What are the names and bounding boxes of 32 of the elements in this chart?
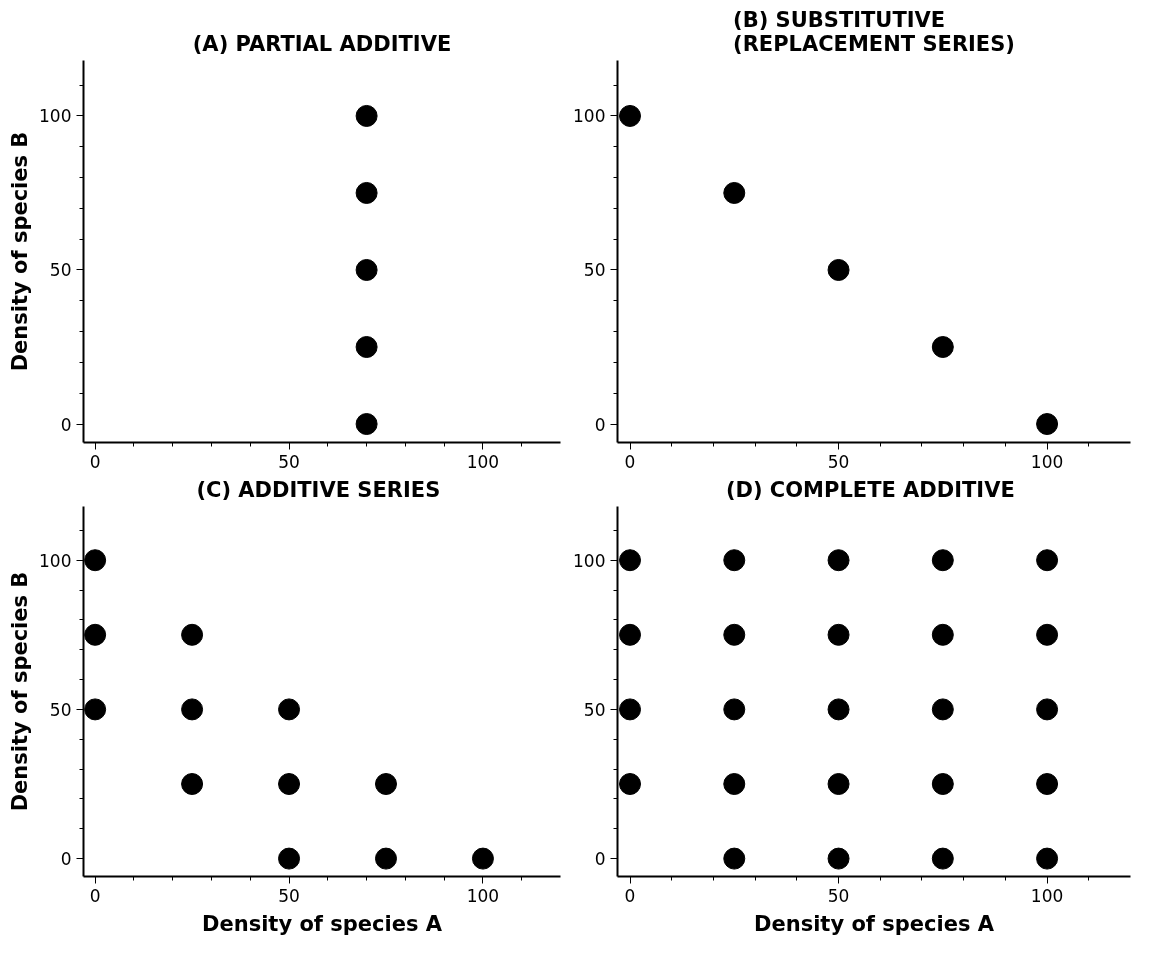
x-tick-label: 100 (1030, 451, 1064, 472)
x-tick-label: 0 (624, 451, 636, 472)
y-tick-label: 50 (583, 260, 606, 281)
y-tick-label: 100 (39, 550, 72, 571)
x-axis-title: Density of species A (754, 911, 995, 936)
chart-title: (A) PARTIAL ADDITIVE (192, 31, 452, 56)
x-tick-label: 100 (466, 451, 500, 472)
y-tick-label: 50 (49, 260, 72, 281)
y-tick-label: 0 (60, 414, 72, 435)
y-tick-label: 0 (594, 414, 606, 435)
x-tick-label: 100 (1030, 885, 1064, 906)
x-tick-label: 0 (89, 451, 101, 472)
y-tick-label: 0 (60, 849, 72, 870)
y-tick-label: 50 (49, 699, 72, 720)
x-tick-label: 50 (827, 451, 850, 472)
y-axis-title: Density of species B (7, 131, 32, 372)
y-tick-label: 100 (39, 106, 72, 127)
x-tick-label: 50 (278, 885, 300, 906)
chart-title: (B) SUBSTITUTIVE (REPLACEMENT SERIES) (733, 7, 1015, 56)
y-tick-label: 100 (573, 550, 606, 571)
x-tick-label: 50 (278, 451, 300, 472)
x-axis-title: Density of species A (202, 911, 443, 936)
chart-title: (C) ADDITIVE SERIES (196, 477, 441, 502)
y-tick-label: 50 (583, 699, 606, 720)
y-tick-label: 100 (573, 106, 606, 127)
x-tick-label: 0 (624, 885, 636, 906)
x-tick-label: 0 (89, 885, 101, 906)
x-tick-label: 100 (466, 885, 500, 906)
chart-title: (D) COMPLETE ADDITIVE (725, 477, 1015, 502)
y-tick-label: 0 (594, 849, 606, 870)
y-axis-title: Density of species B (7, 571, 32, 812)
x-tick-label: 50 (827, 885, 850, 906)
